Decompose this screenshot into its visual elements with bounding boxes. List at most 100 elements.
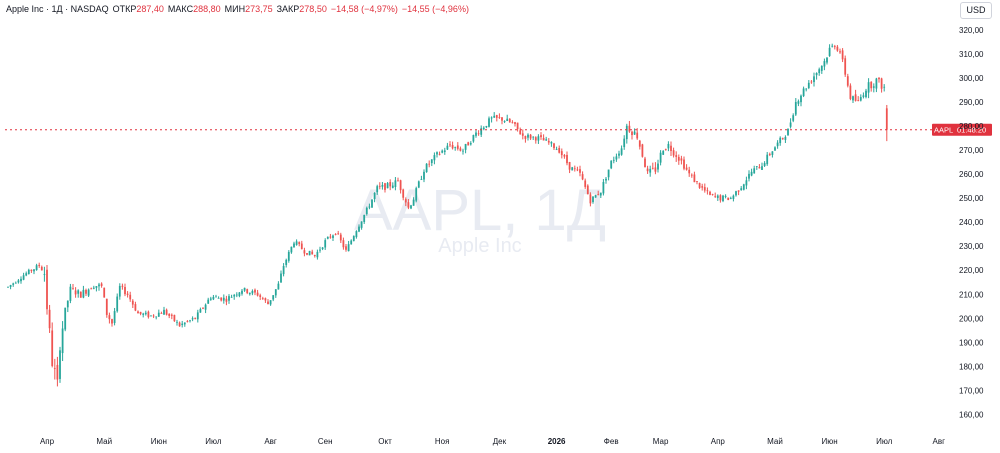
candle-body [714,195,717,197]
candle-body [878,77,880,80]
high-value: 288,80 [193,4,221,14]
candle [667,141,670,152]
candle-body [113,311,116,324]
candle-body [706,190,709,192]
candle-body [433,155,436,161]
candle [326,236,329,240]
candle [27,268,30,275]
candle-body [833,46,836,48]
candle [490,116,493,123]
candle [243,287,246,292]
candle [295,239,298,246]
candle [615,153,618,162]
candle-body [605,178,607,181]
candle-body [568,162,571,170]
candle-body [378,185,381,187]
candle [77,289,80,298]
candle-body [828,47,831,56]
candle-body [100,283,103,287]
candle [792,113,795,123]
candle-body [345,246,347,250]
candle [407,199,410,210]
candle [35,263,38,271]
candle-body [870,81,873,89]
candle-body [35,265,38,271]
candle [38,262,41,268]
candle [579,165,581,177]
candle [274,289,277,298]
symbol-label: Apple Inc · 1Д · NASDAQ [6,4,109,14]
candle-body [813,76,815,83]
candle [540,132,542,140]
candle-body [14,282,17,284]
candle-body [178,322,181,327]
candle [451,141,454,150]
candle-body [329,236,332,238]
candle-body [436,152,438,155]
candle [391,182,394,189]
candle [163,306,165,315]
candle [48,304,51,333]
x-tick-label: Ноя [435,437,450,446]
candle-body [280,273,282,283]
candle [636,128,639,140]
candle [69,283,72,304]
candle-body [264,298,267,301]
candle-body [675,155,678,157]
candle [771,151,774,158]
candle [113,307,116,326]
candle-body [672,150,675,156]
candle [228,294,230,304]
candle [40,265,43,271]
candle-body [189,320,191,322]
change-value-secondary: −14,55 (−4,96%) [401,4,469,14]
candle-body [779,137,782,144]
candle-body [589,194,592,204]
candle [472,134,475,143]
y-tick-label: 260,00 [959,170,984,179]
candle [495,114,498,122]
candle-body [399,180,402,191]
x-tick-label: Июл [876,437,893,446]
candle [282,263,285,277]
candle-body [384,183,386,190]
candle-body [550,142,553,144]
candle-body [735,191,737,196]
candle-body [438,153,441,155]
candle [194,317,197,320]
candle-body [865,90,867,98]
candle-body [459,148,462,151]
candle [501,116,503,125]
candle [644,156,646,168]
candle [459,146,462,152]
candle [199,307,202,313]
candle [165,308,168,316]
candle-body [293,243,295,248]
candle-body [805,88,808,90]
candle [85,288,87,297]
candle-body [261,298,264,300]
candle [737,190,740,196]
candle-body [610,160,613,169]
candle [753,165,756,174]
time-axis[interactable]: Апр Май Июн Июл Авг Сен Окт Ноя Дек 2026 Фев Мар Апр… [40,437,945,446]
candle-body [87,289,90,296]
candle [685,164,688,171]
price-axis[interactable]: 160,00 170,00 180,00 190,00 200,00 210,00 220,… [959,26,984,419]
candle [690,173,693,178]
candle [64,307,67,332]
candle [870,81,873,92]
candle-body [316,251,319,258]
candle [519,127,522,135]
candle-body [144,312,147,315]
candle-body [649,168,652,173]
x-tick-label: Июн [151,437,167,446]
candle-body [670,145,672,152]
candle [698,182,701,189]
candle [90,287,93,290]
candle [464,143,467,154]
candle-body [183,322,186,325]
candle-body [644,158,646,168]
currency-button[interactable]: USD [960,2,992,19]
